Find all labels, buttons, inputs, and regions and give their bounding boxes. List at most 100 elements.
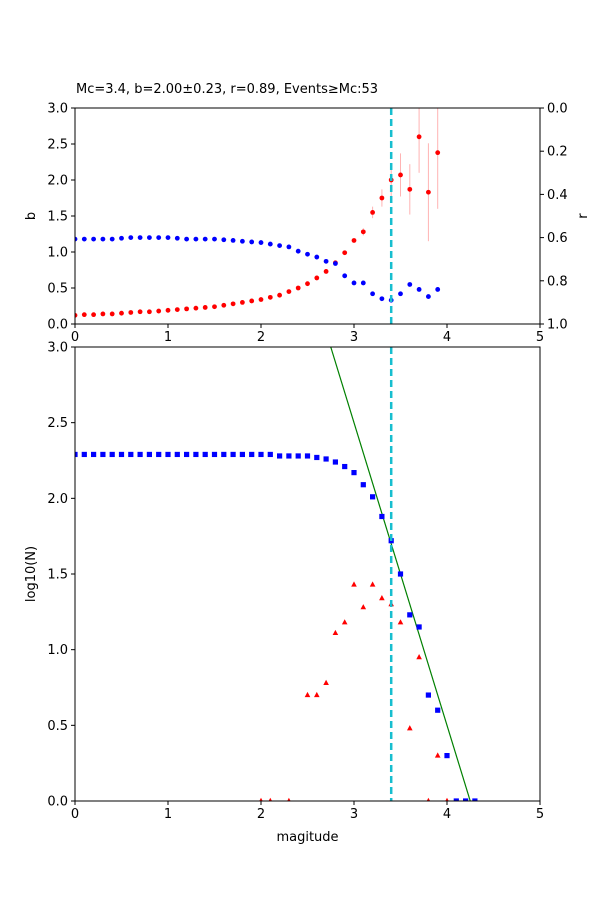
y2-tick-label: 0.6 (547, 231, 568, 246)
y-tick-label: 2.0 (47, 492, 68, 507)
data-point (165, 235, 171, 241)
plot-area (75, 108, 441, 318)
data-point (137, 309, 143, 315)
data-point (147, 309, 152, 315)
data-point (267, 241, 273, 247)
data-point (100, 311, 106, 317)
data-point (295, 248, 301, 254)
data-point (426, 294, 431, 299)
data-point (351, 470, 357, 476)
data-point (211, 451, 218, 458)
data-point (258, 451, 264, 458)
data-point (323, 456, 329, 462)
data-point (109, 236, 115, 242)
y2-tick-label: 0.4 (547, 188, 568, 203)
data-point (370, 494, 376, 500)
x-tick-label: 5 (536, 807, 544, 822)
data-point (249, 451, 255, 458)
x-tick-label: 2 (257, 330, 265, 345)
data-point (184, 451, 190, 458)
data-point (202, 236, 208, 242)
y-tick-label: 2.0 (47, 174, 68, 189)
data-point (342, 250, 348, 256)
data-point (379, 296, 385, 302)
y-tick-label: 0.5 (47, 719, 68, 734)
data-point (407, 612, 413, 618)
data-point (212, 236, 217, 242)
y-tick-label: 0.5 (47, 282, 68, 297)
y-tick-label: 2.5 (47, 138, 68, 153)
y2-tick-label: 0.2 (547, 145, 568, 160)
data-point (258, 240, 264, 245)
data-point (249, 298, 255, 304)
data-point (314, 691, 320, 698)
data-point (259, 797, 263, 801)
bottom-panel: 0 1 2 3 4 5 0.0 0.5 1.0 1.5 2.0 2.5 3.0 log10(N) magit… (24, 341, 544, 846)
data-point (137, 235, 143, 241)
data-point (360, 482, 366, 488)
data-point (444, 753, 450, 759)
data-point (435, 287, 441, 292)
data-point (193, 451, 199, 458)
data-point (397, 619, 404, 625)
y2-axis-label: r (576, 213, 591, 219)
data-point (75, 451, 78, 458)
data-point (398, 172, 403, 178)
x-tick-label: 3 (350, 330, 358, 345)
data-point (128, 235, 134, 241)
data-point (426, 797, 431, 801)
data-point (407, 282, 413, 287)
data-point (202, 451, 208, 458)
data-point (435, 707, 441, 713)
y-tick-label: 1.0 (47, 246, 68, 261)
data-point (295, 453, 301, 459)
data-point (314, 275, 320, 281)
data-point (277, 243, 282, 248)
y-tick-label: 0.0 (47, 318, 68, 333)
data-point (304, 453, 311, 459)
data-point (240, 238, 245, 244)
data-point (341, 619, 348, 625)
y-axis-label: log10(N) (24, 546, 39, 602)
data-point (426, 189, 431, 195)
data-point (397, 571, 404, 577)
data-point (240, 300, 245, 305)
y-tick-label: 2.5 (47, 416, 68, 431)
y-axis-label: b (24, 212, 39, 220)
data-point (165, 451, 171, 458)
x-tick-label: 1 (164, 330, 172, 345)
data-point (314, 454, 320, 461)
data-point (398, 291, 403, 297)
x-tick-label: 0 (71, 807, 79, 822)
data-point (230, 451, 236, 458)
data-point (369, 581, 376, 587)
data-point (416, 654, 422, 660)
data-point (304, 691, 311, 698)
data-point (305, 281, 310, 287)
data-point (128, 310, 134, 315)
data-point (156, 235, 162, 241)
x-tick-label: 4 (443, 807, 451, 822)
x-tick-label: 1 (164, 807, 172, 822)
data-point (119, 310, 124, 316)
data-point (184, 306, 190, 312)
data-point (249, 239, 255, 245)
data-point (230, 301, 236, 307)
data-point (332, 629, 339, 636)
data-point (75, 312, 78, 318)
x-tick-label: 2 (257, 807, 265, 822)
data-point (453, 798, 459, 801)
plot-area (75, 347, 478, 801)
data-point (193, 305, 199, 311)
data-point (230, 238, 236, 243)
data-point (267, 294, 273, 300)
data-point (472, 798, 478, 801)
y-tick-label: 1.5 (47, 568, 68, 583)
data-point (360, 280, 366, 286)
data-point (360, 604, 367, 610)
data-point (91, 451, 97, 458)
data-point (91, 312, 96, 318)
data-point (379, 513, 385, 520)
data-point (351, 238, 357, 243)
